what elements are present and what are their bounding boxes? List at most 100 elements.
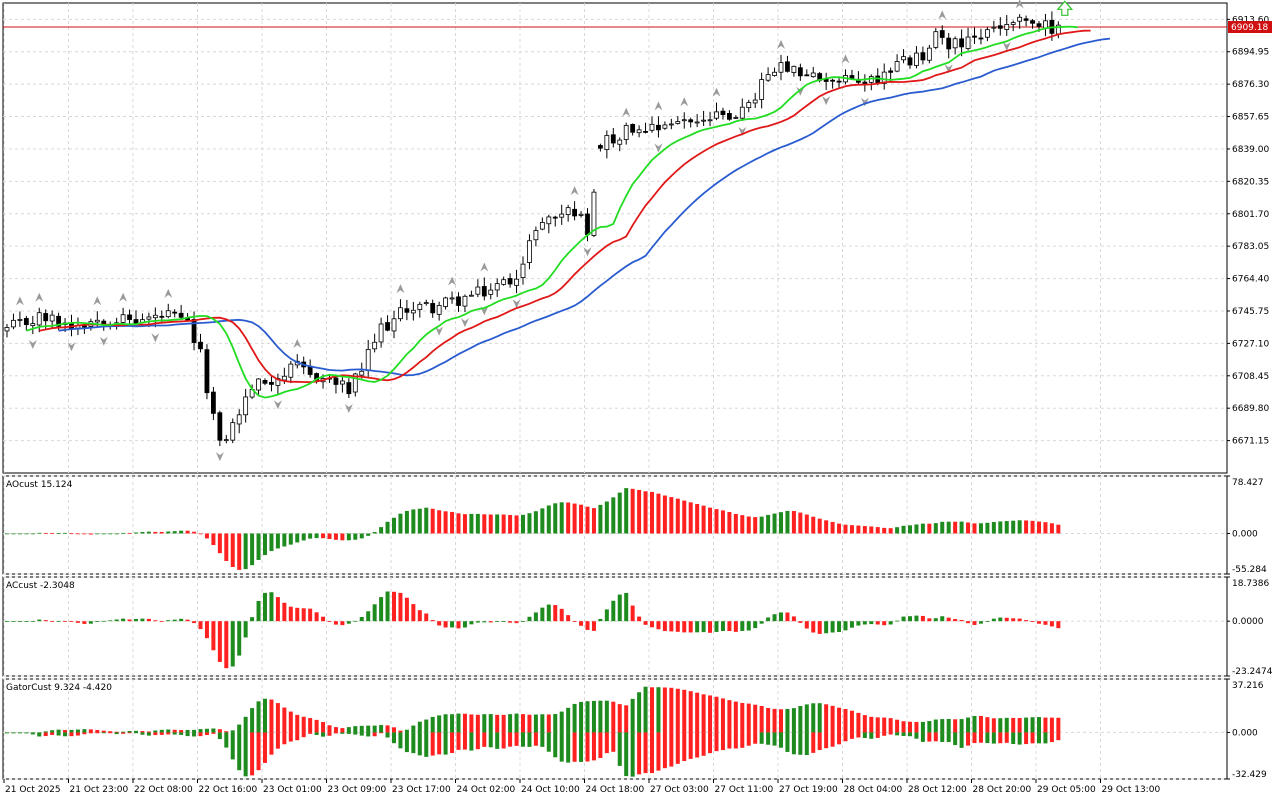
candle[interactable] <box>772 71 777 76</box>
candle[interactable] <box>997 25 1003 29</box>
candle[interactable] <box>288 363 294 378</box>
candle[interactable] <box>94 319 100 323</box>
candle[interactable] <box>385 322 390 331</box>
candle[interactable] <box>346 382 352 395</box>
candle[interactable] <box>436 305 442 315</box>
candle[interactable] <box>939 30 945 38</box>
candle[interactable] <box>714 111 719 119</box>
candle[interactable] <box>527 240 532 263</box>
candle[interactable] <box>578 213 584 216</box>
candle[interactable] <box>243 396 249 416</box>
candle[interactable] <box>623 124 629 140</box>
candle[interactable] <box>894 61 900 72</box>
candle[interactable] <box>804 74 810 77</box>
candle[interactable] <box>959 38 964 48</box>
candle[interactable] <box>991 26 997 29</box>
candle[interactable] <box>49 314 55 322</box>
candle[interactable] <box>352 373 358 393</box>
candle[interactable] <box>810 72 816 78</box>
candle[interactable] <box>965 36 971 49</box>
candle[interactable] <box>591 191 597 236</box>
candle[interactable] <box>617 139 623 145</box>
candle[interactable] <box>256 378 261 391</box>
candle[interactable] <box>146 316 152 320</box>
candle[interactable] <box>365 349 371 371</box>
candle[interactable] <box>223 439 229 442</box>
candle[interactable] <box>127 314 132 320</box>
candle[interactable] <box>830 79 835 82</box>
candle[interactable] <box>281 375 287 381</box>
candle[interactable] <box>417 303 423 310</box>
candle[interactable] <box>120 314 126 323</box>
candle[interactable] <box>785 61 790 72</box>
candle[interactable] <box>688 119 694 123</box>
candle[interactable] <box>727 113 732 120</box>
candle[interactable] <box>862 81 868 84</box>
candle[interactable] <box>1030 20 1035 24</box>
candle[interactable] <box>978 37 984 40</box>
candle[interactable] <box>468 294 474 297</box>
candle[interactable] <box>404 308 410 313</box>
candle[interactable] <box>410 309 416 314</box>
candle[interactable] <box>1036 23 1042 27</box>
candle[interactable] <box>533 230 539 241</box>
candle[interactable] <box>907 57 913 66</box>
candle[interactable] <box>101 320 107 325</box>
candle[interactable] <box>449 297 455 300</box>
candle[interactable] <box>11 319 16 328</box>
candle[interactable] <box>17 319 23 321</box>
candle[interactable] <box>656 124 661 131</box>
candle[interactable] <box>636 129 642 134</box>
candle[interactable] <box>339 380 345 385</box>
candle[interactable] <box>165 310 171 318</box>
candle[interactable] <box>152 314 158 319</box>
candle[interactable] <box>707 119 713 122</box>
candle[interactable] <box>565 207 571 215</box>
candle[interactable] <box>881 71 887 84</box>
candle[interactable] <box>514 278 519 286</box>
candle[interactable] <box>778 62 784 73</box>
candle[interactable] <box>30 323 36 327</box>
candle[interactable] <box>662 124 668 129</box>
candle[interactable] <box>752 99 758 104</box>
candle[interactable] <box>333 377 339 385</box>
candle[interactable] <box>901 56 906 61</box>
candle[interactable] <box>926 47 932 61</box>
candle[interactable] <box>456 296 461 306</box>
candle[interactable] <box>1010 22 1016 25</box>
candle[interactable] <box>423 302 429 304</box>
candle[interactable] <box>759 79 765 100</box>
candle[interactable] <box>56 315 61 327</box>
candle[interactable] <box>720 110 726 116</box>
candle[interactable] <box>198 341 203 350</box>
candle[interactable] <box>481 286 487 297</box>
candle[interactable] <box>210 391 216 414</box>
candle[interactable] <box>1017 16 1023 22</box>
candle[interactable] <box>23 318 29 326</box>
candle[interactable] <box>739 106 745 119</box>
candle[interactable] <box>733 117 739 119</box>
candle[interactable] <box>159 315 165 318</box>
candle[interactable] <box>668 123 674 126</box>
candle[interactable] <box>520 263 526 278</box>
candle[interactable] <box>797 67 803 77</box>
candle[interactable] <box>178 312 184 318</box>
candle[interactable] <box>378 323 384 343</box>
candle[interactable] <box>398 307 403 320</box>
candle[interactable] <box>359 370 365 376</box>
candle[interactable] <box>546 216 552 225</box>
candle[interactable] <box>217 412 223 441</box>
candle[interactable] <box>598 145 603 149</box>
candle[interactable] <box>494 283 500 291</box>
candle[interactable] <box>604 135 610 150</box>
candle[interactable] <box>920 52 926 61</box>
candle[interactable] <box>462 295 468 307</box>
candle[interactable] <box>552 216 558 219</box>
candle[interactable] <box>875 75 881 84</box>
candle[interactable] <box>746 102 752 109</box>
candle[interactable] <box>1004 24 1010 30</box>
candle[interactable] <box>443 297 449 307</box>
candle[interactable] <box>985 29 990 38</box>
